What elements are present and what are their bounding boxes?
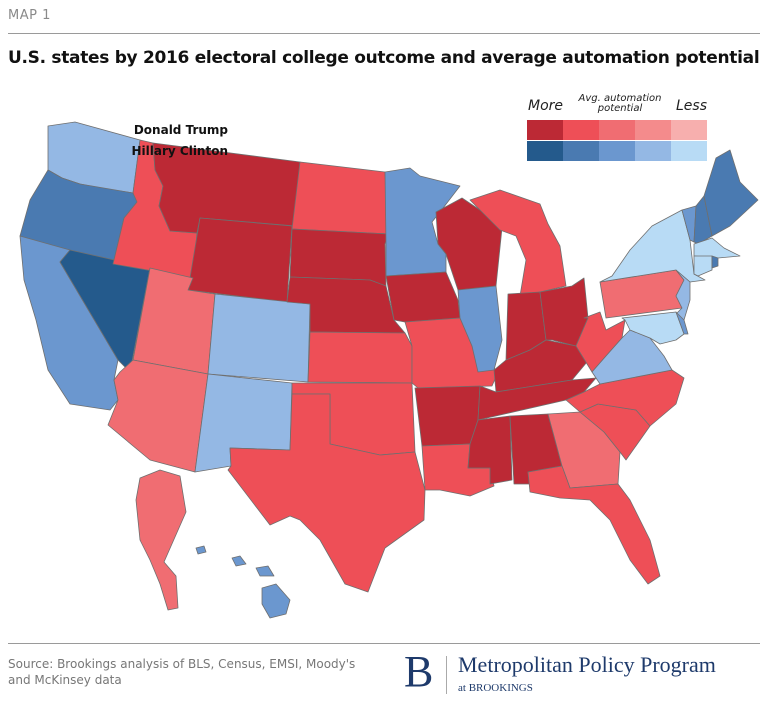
legend-label-trump: Donald Trump bbox=[133, 123, 228, 137]
state-TX bbox=[227, 393, 426, 593]
state-IA bbox=[385, 271, 461, 323]
bottom-divider bbox=[8, 643, 760, 644]
state-KS bbox=[307, 331, 413, 384]
state-TN bbox=[477, 377, 597, 421]
legend-swatch bbox=[563, 120, 599, 140]
legend-swatch bbox=[671, 120, 707, 140]
state-IL bbox=[457, 285, 503, 373]
state-CO bbox=[207, 293, 311, 383]
legend-axis-label-line2: potential bbox=[597, 103, 643, 114]
state-MN bbox=[384, 167, 461, 277]
legend-swatch bbox=[599, 120, 635, 140]
source-note: Source: Brookings analysis of BLS, Censu… bbox=[8, 656, 388, 688]
legend-axis-label: Avg. automation potential bbox=[570, 94, 670, 114]
state-WY bbox=[187, 217, 293, 303]
legend: More Avg. automation potential Less Dona… bbox=[132, 92, 710, 162]
state-NC bbox=[565, 369, 685, 427]
legend-swatch bbox=[635, 141, 671, 161]
program-subtitle: at BROOKINGS bbox=[458, 682, 533, 694]
state-AR bbox=[414, 385, 481, 447]
state-AZ bbox=[107, 359, 209, 473]
legend-label-clinton: Hillary Clinton bbox=[131, 144, 229, 158]
top-divider bbox=[8, 33, 760, 34]
legend-swatch bbox=[671, 141, 707, 161]
state-ND bbox=[291, 161, 390, 235]
state-FL bbox=[527, 465, 661, 585]
legend-swatch bbox=[563, 141, 599, 161]
page-title: U.S. states by 2016 electoral college ou… bbox=[8, 48, 760, 68]
source-line-2: and McKinsey data bbox=[8, 673, 122, 687]
legend-more-label: More bbox=[528, 98, 564, 114]
state-HI bbox=[195, 545, 291, 619]
state-DE bbox=[675, 311, 689, 335]
map-number: MAP 1 bbox=[8, 8, 51, 23]
us-states-map bbox=[19, 121, 759, 619]
legend-swatch bbox=[635, 120, 671, 140]
legend-swatch bbox=[527, 120, 563, 140]
program-name: Metropolitan Policy Program bbox=[458, 652, 716, 677]
state-MI bbox=[469, 189, 567, 297]
legend-axis-label-line1: Avg. automation bbox=[578, 93, 662, 104]
logo-separator bbox=[446, 656, 447, 694]
state-AK bbox=[135, 469, 187, 611]
state-CT bbox=[693, 255, 713, 277]
state-RI bbox=[711, 255, 719, 269]
legend-swatch bbox=[527, 141, 563, 161]
legend-less-label: Less bbox=[676, 98, 708, 114]
legend-swatch bbox=[599, 141, 635, 161]
state-ME bbox=[703, 149, 759, 237]
source-line-1: Source: Brookings analysis of BLS, Censu… bbox=[8, 657, 356, 671]
brookings-logo-mark: B bbox=[404, 647, 434, 696]
